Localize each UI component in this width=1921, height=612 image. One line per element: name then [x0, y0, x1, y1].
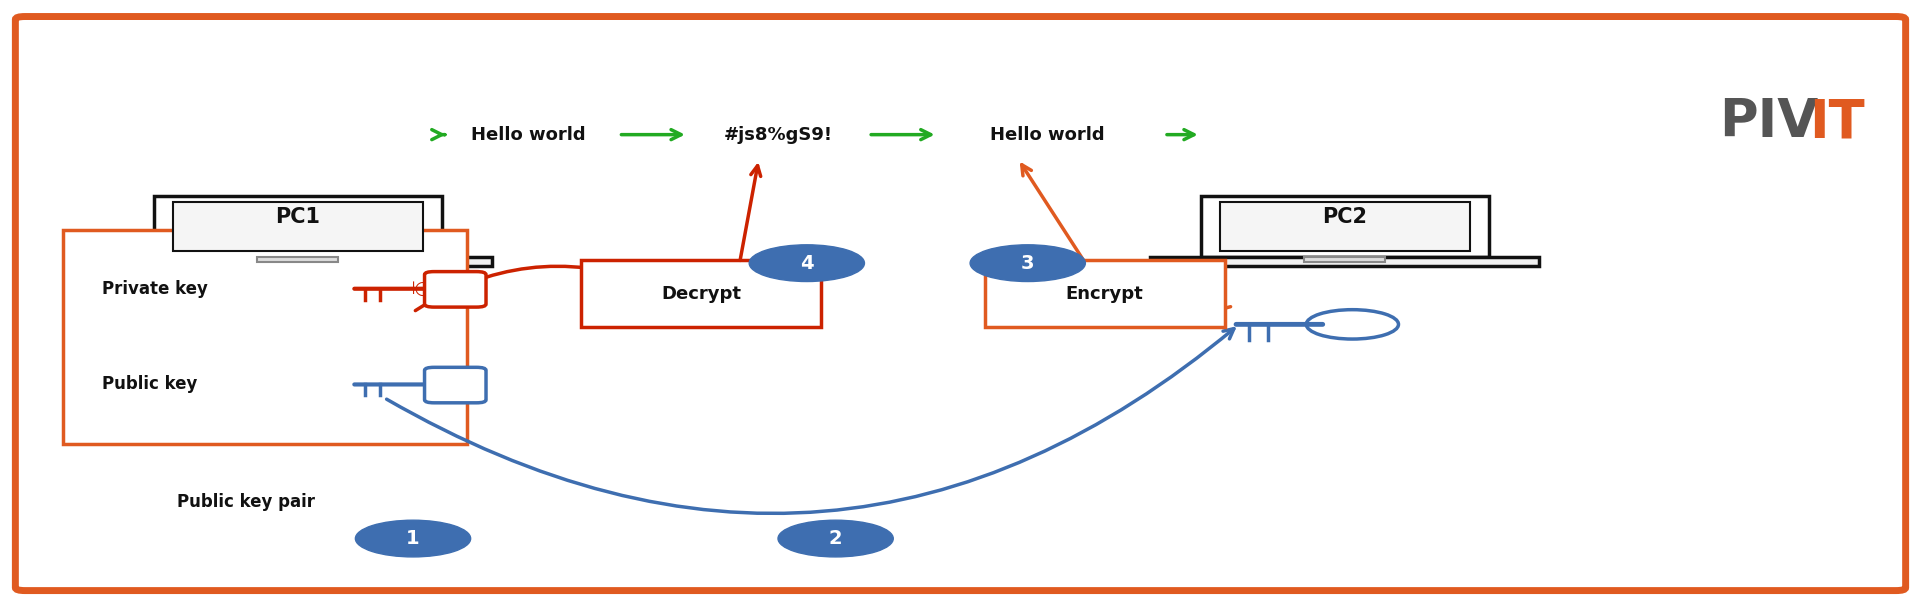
FancyBboxPatch shape [1304, 257, 1385, 262]
Text: Public key pair: Public key pair [177, 493, 315, 511]
FancyBboxPatch shape [63, 230, 467, 444]
FancyBboxPatch shape [1151, 257, 1539, 266]
FancyArrowPatch shape [1022, 165, 1083, 261]
FancyBboxPatch shape [425, 367, 486, 403]
Text: 2: 2 [828, 529, 843, 548]
FancyBboxPatch shape [173, 202, 423, 251]
FancyArrowPatch shape [386, 329, 1233, 513]
Text: IT: IT [1810, 97, 1865, 148]
Text: ⊣○: ⊣○ [400, 280, 430, 298]
Text: PIV: PIV [1719, 97, 1819, 148]
FancyBboxPatch shape [425, 272, 486, 307]
FancyBboxPatch shape [580, 260, 822, 327]
Text: Encrypt: Encrypt [1066, 285, 1143, 303]
FancyBboxPatch shape [257, 257, 338, 262]
FancyArrowPatch shape [740, 166, 761, 261]
Text: #js8%gS9!: #js8%gS9! [724, 125, 832, 144]
FancyBboxPatch shape [1220, 202, 1470, 251]
Circle shape [355, 520, 471, 557]
Text: 4: 4 [799, 253, 815, 273]
FancyBboxPatch shape [1201, 196, 1489, 257]
FancyArrowPatch shape [415, 266, 647, 311]
Text: Hello world: Hello world [989, 125, 1105, 144]
Circle shape [970, 245, 1085, 282]
Text: 1: 1 [405, 529, 421, 548]
Circle shape [749, 245, 864, 282]
FancyBboxPatch shape [154, 196, 442, 257]
FancyBboxPatch shape [104, 257, 492, 266]
Text: PC1: PC1 [275, 207, 321, 227]
Text: Private key: Private key [102, 280, 207, 298]
FancyBboxPatch shape [984, 260, 1224, 327]
Text: PC2: PC2 [1322, 207, 1368, 227]
Text: Decrypt: Decrypt [661, 285, 742, 303]
Text: 3: 3 [1020, 253, 1035, 273]
FancyBboxPatch shape [15, 17, 1906, 591]
Text: Hello world: Hello world [471, 125, 586, 144]
Text: Public key: Public key [102, 375, 198, 394]
Circle shape [778, 520, 893, 557]
FancyArrowPatch shape [1164, 307, 1231, 324]
